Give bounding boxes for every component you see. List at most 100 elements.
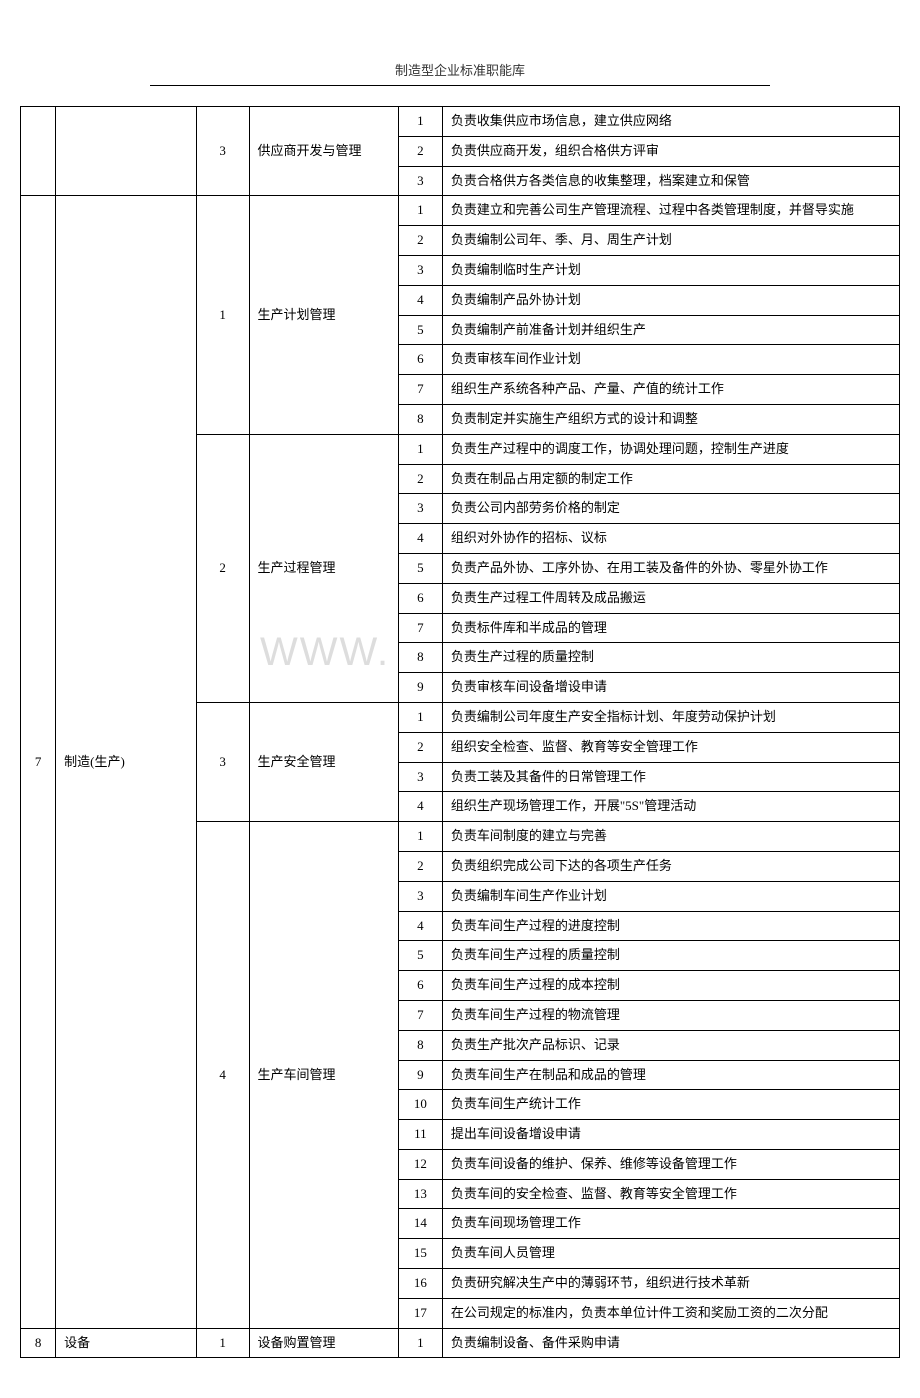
item-number: 1: [398, 1328, 442, 1358]
item-number: 4: [398, 792, 442, 822]
subcategory-name: 供应商开发与管理: [249, 107, 398, 196]
item-number: 7: [398, 1000, 442, 1030]
table-container: 3供应商开发与管理1负责收集供应市场信息，建立供应网络2负责供应商开发，组织合格…: [20, 106, 900, 1358]
item-number: 4: [398, 911, 442, 941]
item-number: 6: [398, 345, 442, 375]
table-row: 3供应商开发与管理1负责收集供应市场信息，建立供应网络: [21, 107, 900, 137]
item-number: 3: [398, 881, 442, 911]
subcategory-number: 1: [196, 196, 249, 434]
item-description: 负责编制临时生产计划: [442, 255, 899, 285]
item-description: 负责车间现场管理工作: [442, 1209, 899, 1239]
item-description: 组织生产现场管理工作，开展"5S"管理活动: [442, 792, 899, 822]
competency-table: 3供应商开发与管理1负责收集供应市场信息，建立供应网络2负责供应商开发，组织合格…: [20, 106, 900, 1358]
item-number: 9: [398, 1060, 442, 1090]
item-description: 负责公司内部劳务价格的制定: [442, 494, 899, 524]
item-description: 负责车间生产在制品和成品的管理: [442, 1060, 899, 1090]
item-description: 负责编制产品外协计划: [442, 285, 899, 315]
subcategory-number: 3: [196, 702, 249, 821]
item-description: 负责供应商开发，组织合格供方评审: [442, 136, 899, 166]
item-description: 负责收集供应市场信息，建立供应网络: [442, 107, 899, 137]
table-row: 8设备1设备购置管理1负责编制设备、备件采购申请: [21, 1328, 900, 1358]
subcategory-number: 1: [196, 1328, 249, 1358]
category-number: 7: [21, 196, 56, 1328]
item-number: 5: [398, 553, 442, 583]
item-number: 1: [398, 434, 442, 464]
item-description: 组织安全检查、监督、教育等安全管理工作: [442, 732, 899, 762]
item-description: 负责产品外协、工序外协、在用工装及备件的外协、零星外协工作: [442, 553, 899, 583]
item-description: 组织对外协作的招标、议标: [442, 524, 899, 554]
item-number: 1: [398, 702, 442, 732]
item-description: 提出车间设备增设申请: [442, 1120, 899, 1150]
item-description: 负责生产过程中的调度工作，协调处理问题，控制生产进度: [442, 434, 899, 464]
item-number: 6: [398, 583, 442, 613]
item-number: 10: [398, 1090, 442, 1120]
page-header-title: 制造型企业标准职能库: [20, 60, 900, 79]
item-number: 2: [398, 464, 442, 494]
item-description: 负责合格供方各类信息的收集整理，档案建立和保管: [442, 166, 899, 196]
item-description: 负责车间制度的建立与完善: [442, 822, 899, 852]
item-number: 12: [398, 1149, 442, 1179]
item-number: 5: [398, 941, 442, 971]
item-description: 负责建立和完善公司生产管理流程、过程中各类管理制度，并督导实施: [442, 196, 899, 226]
subcategory-number: 2: [196, 434, 249, 702]
item-description: 负责车间的安全检查、监督、教育等安全管理工作: [442, 1179, 899, 1209]
item-description: 负责生产过程工件周转及成品搬运: [442, 583, 899, 613]
category-number: 8: [21, 1328, 56, 1358]
item-number: 2: [398, 732, 442, 762]
item-description: 组织生产系统各种产品、产量、产值的统计工作: [442, 375, 899, 405]
item-number: 17: [398, 1298, 442, 1328]
item-description: 负责制定并实施生产组织方式的设计和调整: [442, 404, 899, 434]
item-description: 负责编制公司年度生产安全指标计划、年度劳动保护计划: [442, 702, 899, 732]
item-description: 负责车间人员管理: [442, 1239, 899, 1269]
item-number: 11: [398, 1120, 442, 1150]
category-number: [21, 107, 56, 196]
header-divider: [150, 85, 770, 86]
item-number: 3: [398, 494, 442, 524]
item-description: 负责审核车间作业计划: [442, 345, 899, 375]
item-number: 1: [398, 196, 442, 226]
item-description: 负责编制公司年、季、月、周生产计划: [442, 226, 899, 256]
item-number: 3: [398, 762, 442, 792]
subcategory-number: 4: [196, 822, 249, 1329]
category-name: 设备: [56, 1328, 197, 1358]
subcategory-number: 3: [196, 107, 249, 196]
subcategory-name: 设备购置管理: [249, 1328, 398, 1358]
item-number: 2: [398, 851, 442, 881]
item-description: 负责在制品占用定额的制定工作: [442, 464, 899, 494]
item-number: 8: [398, 404, 442, 434]
subcategory-name: 生产车间管理: [249, 822, 398, 1329]
item-description: 负责车间生产过程的成本控制: [442, 971, 899, 1001]
item-description: 负责车间生产过程的质量控制: [442, 941, 899, 971]
item-number: 3: [398, 255, 442, 285]
item-number: 1: [398, 107, 442, 137]
item-description: 负责标件库和半成品的管理: [442, 613, 899, 643]
item-description: 负责车间设备的维护、保养、维修等设备管理工作: [442, 1149, 899, 1179]
item-description: 负责车间生产过程的进度控制: [442, 911, 899, 941]
item-number: 8: [398, 1030, 442, 1060]
item-number: 5: [398, 315, 442, 345]
item-number: 16: [398, 1269, 442, 1299]
item-number: 7: [398, 613, 442, 643]
item-number: 4: [398, 285, 442, 315]
category-name: [56, 107, 197, 196]
table-row: 7制造(生产)1生产计划管理1负责建立和完善公司生产管理流程、过程中各类管理制度…: [21, 196, 900, 226]
item-number: 2: [398, 226, 442, 256]
item-description: 负责车间生产过程的物流管理: [442, 1000, 899, 1030]
item-number: 9: [398, 673, 442, 703]
item-description: 负责工装及其备件的日常管理工作: [442, 762, 899, 792]
item-number: 8: [398, 643, 442, 673]
item-number: 4: [398, 524, 442, 554]
item-description: 负责生产过程的质量控制: [442, 643, 899, 673]
item-description: 负责编制产前准备计划并组织生产: [442, 315, 899, 345]
item-number: 1: [398, 822, 442, 852]
item-description: 负责研究解决生产中的薄弱环节，组织进行技术革新: [442, 1269, 899, 1299]
item-number: 13: [398, 1179, 442, 1209]
item-description: 负责审核车间设备增设申请: [442, 673, 899, 703]
item-description: 在公司规定的标准内，负责本单位计件工资和奖励工资的二次分配: [442, 1298, 899, 1328]
item-number: 14: [398, 1209, 442, 1239]
item-number: 3: [398, 166, 442, 196]
item-description: 负责编制车间生产作业计划: [442, 881, 899, 911]
item-description: 负责车间生产统计工作: [442, 1090, 899, 1120]
item-description: 负责编制设备、备件采购申请: [442, 1328, 899, 1358]
item-number: 15: [398, 1239, 442, 1269]
